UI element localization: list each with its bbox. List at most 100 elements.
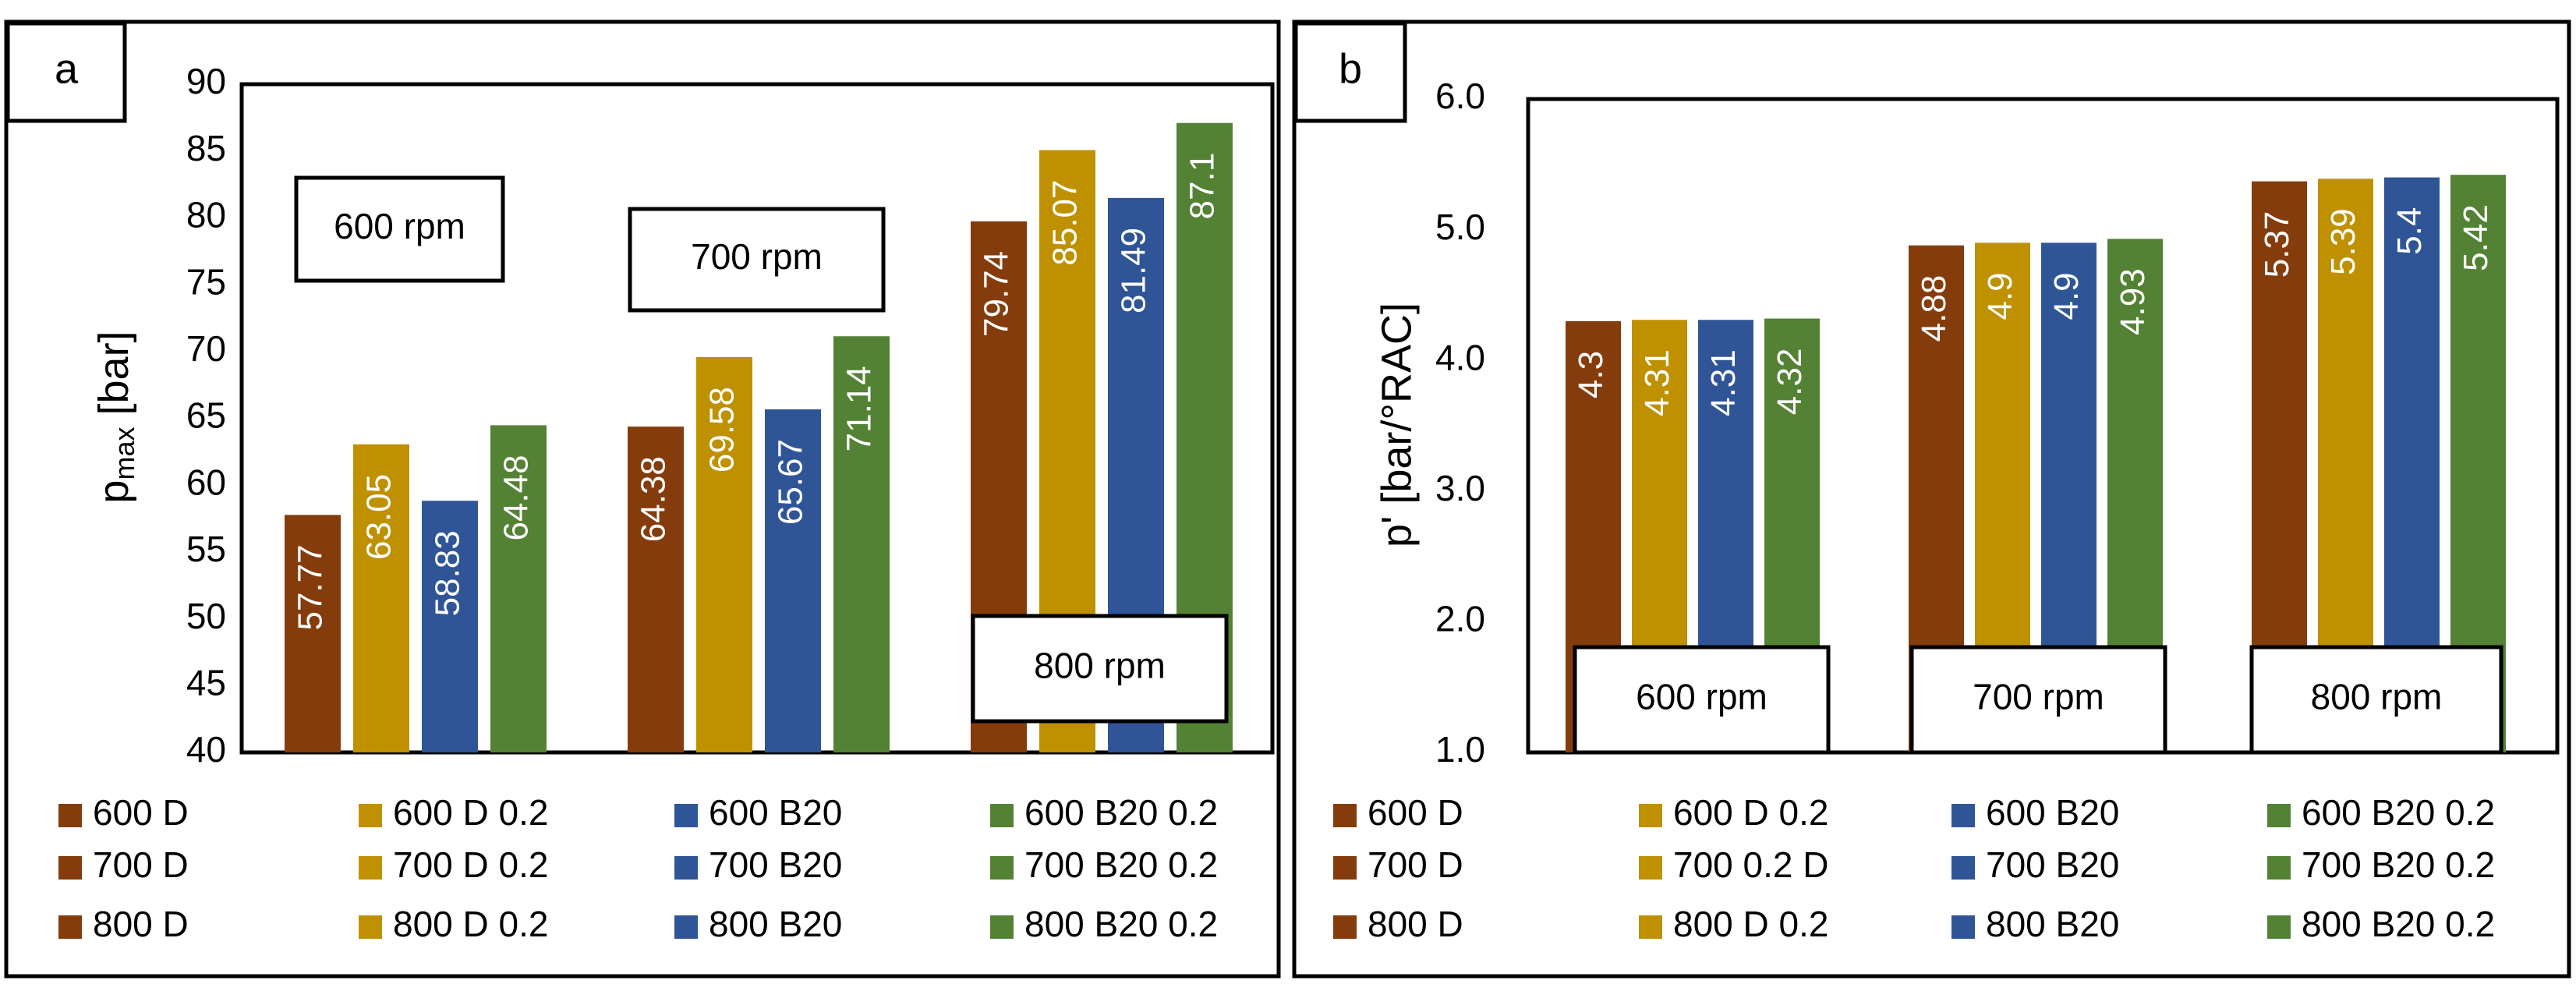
panel-a-letter-box <box>5 21 127 123</box>
legend-swatch-b <box>1333 856 1357 880</box>
y-tick-label-a: 70 <box>186 328 226 369</box>
data-label-a: 57.77 <box>292 544 330 630</box>
legend-label-a: 700 B20 <box>709 844 842 885</box>
data-label-b: 5.37 <box>2258 211 2296 278</box>
y-tick-label-a: 90 <box>186 61 226 101</box>
legend-swatch-a <box>674 915 698 939</box>
group-box-a <box>628 207 886 313</box>
group-label-b: 700 rpm <box>1973 677 2104 717</box>
y-tick-label-a: 50 <box>186 596 226 636</box>
data-label-b: 4.31 <box>1638 349 1676 416</box>
legend-label-a: 800 D 0.2 <box>393 904 548 944</box>
legend-label-b: 800 D 0.2 <box>1673 904 1828 944</box>
legend-label-a: 800 B20 <box>709 904 842 944</box>
legend-swatch-b <box>1333 804 1357 827</box>
data-label-a: 69.58 <box>703 387 741 473</box>
legend-swatch-b <box>1951 804 1975 827</box>
data-label-b: 4.31 <box>1704 349 1743 416</box>
group-box-b <box>1909 645 2167 755</box>
data-label-a: 58.83 <box>429 530 467 616</box>
data-label-a: 85.07 <box>1046 180 1085 266</box>
group-box-b <box>1573 645 1831 755</box>
data-label-a: 79.74 <box>978 251 1016 337</box>
legend-swatch-a <box>58 915 82 939</box>
legend-swatch-a <box>990 856 1014 880</box>
legend-label-b: 600 D 0.2 <box>1673 792 1828 833</box>
legend-swatch-a <box>990 915 1014 939</box>
legend-swatch-a <box>58 856 82 880</box>
legend-swatch-a <box>359 804 382 827</box>
y-tick-label-b: 1.0 <box>1435 729 1485 770</box>
data-label-a: 63.05 <box>360 474 398 560</box>
legend-label-b: 600 B20 0.2 <box>2302 792 2495 833</box>
legend-swatch-a <box>674 856 698 880</box>
bar-a-700-3 <box>765 409 821 752</box>
bar-a-600-2 <box>353 444 409 752</box>
data-label-b: 4.9 <box>2047 272 2086 320</box>
data-label-a: 64.48 <box>497 455 536 540</box>
bar-a-700-1 <box>628 427 684 752</box>
group-label-a: 700 rpm <box>691 236 823 277</box>
legend-label-a: 800 B20 0.2 <box>1024 904 1218 944</box>
legend-label-b: 700 B20 <box>1986 844 2119 885</box>
data-label-a: 81.49 <box>1115 228 1153 313</box>
legend-swatch-b <box>1639 915 1662 939</box>
legend-label-b: 800 D <box>1368 904 1463 944</box>
legend-swatch-b <box>1333 915 1357 939</box>
legend-swatch-b <box>1639 856 1662 880</box>
data-label-b: 4.93 <box>2114 268 2152 335</box>
y-tick-label-b: 5.0 <box>1435 207 1485 247</box>
y-tick-label-b: 4.0 <box>1435 337 1485 377</box>
legend-label-a: 800 D <box>93 904 189 944</box>
data-label-a: 64.38 <box>635 456 673 542</box>
legend-swatch-b <box>2267 915 2291 939</box>
legend-label-b: 600 D <box>1368 792 1463 833</box>
data-label-b: 5.42 <box>2457 204 2495 271</box>
group-label-a: 800 rpm <box>1034 646 1166 686</box>
legend-label-a: 600 D 0.2 <box>393 792 548 833</box>
legend-label-b: 700 B20 0.2 <box>2302 844 2495 885</box>
legend-label-a: 600 B20 <box>709 792 842 833</box>
group-label-b: 600 rpm <box>1636 677 1767 717</box>
data-label-a: 71.14 <box>840 366 879 451</box>
group-box-b <box>2249 645 2503 755</box>
data-label-a: 65.67 <box>772 439 810 525</box>
panel-a: a 40 45 50 55 60 65 70 75 80 85 90 pmax [bar] 57.77 6… <box>4 19 1281 979</box>
bar-a-700-4 <box>833 336 890 753</box>
y-tick-label-a: 60 <box>186 462 226 502</box>
data-label-b: 5.39 <box>2324 208 2362 275</box>
legend-label-a: 600 D <box>93 792 189 833</box>
y-axis-label-b: p' [bar/°RAC] <box>1373 303 1420 547</box>
y-tick-label-a: 45 <box>186 662 226 703</box>
legend-swatch-b <box>1951 915 1975 939</box>
y-tick-label-a: 65 <box>186 395 226 436</box>
chart-b: 1.0 2.0 3.0 4.0 5.0 6.0 p' [bar/°RAC] 4.3 4.31 4.… <box>1333 76 2560 944</box>
legend-swatch-b <box>1639 804 1662 827</box>
legend-label-b: 600 B20 <box>1986 792 2119 833</box>
data-label-b: 5.4 <box>2390 207 2429 255</box>
legend-swatch-a <box>359 856 382 880</box>
y-tick-label-a: 55 <box>186 529 226 569</box>
data-label-b: 4.88 <box>1915 275 1953 342</box>
legend-swatch-a <box>359 915 382 939</box>
group-box-a <box>294 175 505 283</box>
y-tick-label-a: 40 <box>186 729 226 770</box>
legend-label-a: 600 B20 0.2 <box>1024 792 1218 833</box>
panel-a-letter: a <box>55 45 79 92</box>
bar-a-600-3 <box>422 501 478 752</box>
legend-label-b: 800 B20 0.2 <box>2302 904 2495 944</box>
legend-label-a: 700 D 0.2 <box>393 844 548 885</box>
legend-swatch-b <box>2267 856 2291 880</box>
y-tick-label-b: 3.0 <box>1435 468 1485 508</box>
bar-a-600-4 <box>490 425 547 752</box>
panel-b-letter: b <box>1339 45 1362 92</box>
legend-label-a: 700 B20 0.2 <box>1024 844 1218 885</box>
bar-a-600-1 <box>285 515 341 752</box>
legend-label-a: 700 D <box>93 844 189 885</box>
y-tick-label-b: 2.0 <box>1435 599 1485 639</box>
y-axis-label-a: pmax [bar] <box>90 331 140 503</box>
y-tick-label-a: 85 <box>186 128 226 168</box>
legend-label-b: 700 D <box>1368 844 1463 885</box>
group-label-b: 800 rpm <box>2311 677 2443 717</box>
